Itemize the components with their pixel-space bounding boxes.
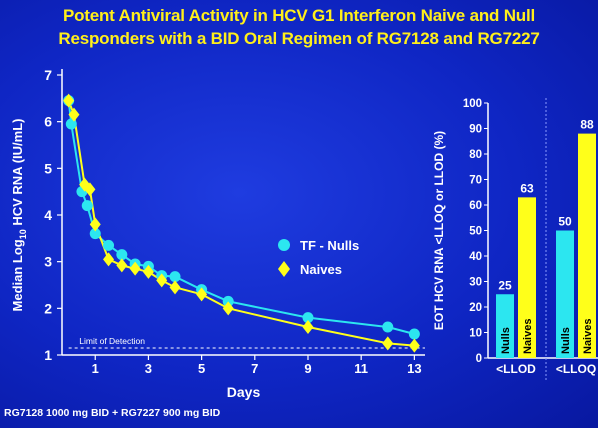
data-point-diamond xyxy=(169,280,181,295)
bar-y-tick-label: 0 xyxy=(476,353,482,365)
y-tick-label: 5 xyxy=(44,160,52,176)
bar xyxy=(518,197,536,358)
slide-title: Potent Antiviral Activity in HCV G1 Inte… xyxy=(0,4,598,50)
data-point-diamond xyxy=(142,264,154,279)
bar-value-label: 88 xyxy=(580,118,594,132)
legend-marker-circle xyxy=(278,239,290,251)
bar-y-tick-label: 30 xyxy=(469,277,482,289)
bar xyxy=(496,294,514,358)
legend-label: TF - Nulls xyxy=(300,238,359,253)
data-point-diamond xyxy=(196,287,208,302)
bar-name-label: Naives xyxy=(522,319,534,354)
data-point-diamond xyxy=(103,252,115,267)
y-axis-label: Median Log10 HCV RNA (IU/mL) xyxy=(10,119,28,312)
bar-y-tick-label: 70 xyxy=(469,175,482,187)
y-tick-label: 3 xyxy=(44,254,52,270)
series-line xyxy=(67,100,415,335)
data-point-circle xyxy=(382,321,394,333)
bar-y-tick-label: 20 xyxy=(469,302,482,314)
bar-y-tick-label: 80 xyxy=(469,149,482,161)
data-point-circle xyxy=(408,328,420,340)
x-tick-label: 11 xyxy=(354,361,368,376)
bar xyxy=(556,230,574,358)
bar-y-tick-label: 50 xyxy=(469,226,482,238)
y-tick-label: 2 xyxy=(44,300,52,316)
data-point-circle xyxy=(89,228,101,240)
bar-y-axis-label: EOT HCV RNA <LLOQ or LLOD (%) xyxy=(432,131,446,330)
x-tick-label: 1 xyxy=(92,361,99,376)
data-point-diamond xyxy=(84,182,96,197)
bar-name-label: Nulls xyxy=(560,327,572,354)
data-point-diamond xyxy=(89,217,101,232)
data-point-diamond xyxy=(116,258,128,273)
data-point-diamond xyxy=(382,336,394,351)
bar-y-tick-label: 10 xyxy=(469,328,482,340)
data-point-circle xyxy=(302,312,314,324)
data-point-diamond xyxy=(408,338,420,353)
bar-y-tick-label: 90 xyxy=(469,124,482,136)
data-point-diamond xyxy=(156,273,168,288)
y-tick-label: 4 xyxy=(44,207,52,223)
data-point-circle xyxy=(81,200,93,212)
data-point-diamond xyxy=(302,320,314,334)
data-point-diamond xyxy=(63,93,75,108)
x-tick-label: 7 xyxy=(251,361,258,376)
bar-group-label: <LLOD xyxy=(496,362,536,376)
x-tick-label: 3 xyxy=(145,361,152,376)
footnote: RG7128 1000 mg BID + RG7227 900 mg BID xyxy=(4,407,221,419)
data-point-circle xyxy=(169,271,181,283)
y-tick-label: 1 xyxy=(44,347,52,363)
bar-value-label: 25 xyxy=(498,278,512,292)
x-tick-label: 9 xyxy=(304,361,311,376)
bar-y-tick-label: 60 xyxy=(469,200,482,212)
data-point-circle xyxy=(103,239,115,251)
data-point-diamond xyxy=(68,107,80,122)
bar-name-label: Naives xyxy=(582,319,594,354)
slide-title-line-1: Potent Antiviral Activity in HCV G1 Inte… xyxy=(62,6,536,25)
legend-marker-diamond xyxy=(278,261,290,277)
bar-value-label: 63 xyxy=(520,181,534,195)
data-point-circle xyxy=(116,249,128,261)
data-point-diamond xyxy=(129,261,141,276)
slide-title-line-2: Responders with a BID Oral Regimen of RG… xyxy=(58,29,540,48)
legend-label: Naives xyxy=(300,262,342,277)
x-tick-label: 13 xyxy=(407,361,421,376)
y-tick-label: 6 xyxy=(44,114,52,130)
bar-y-tick-label: 40 xyxy=(469,251,482,263)
bar-group-label: <LLOQ xyxy=(556,362,596,376)
data-point-diamond xyxy=(222,301,234,316)
bar xyxy=(578,133,596,358)
y-tick-label: 7 xyxy=(44,67,52,83)
bar-value-label: 50 xyxy=(558,215,572,229)
x-tick-label: 5 xyxy=(198,361,205,376)
limit-of-detection-label: Limit of Detection xyxy=(79,336,145,346)
bar-y-tick-label: 100 xyxy=(463,98,482,110)
bar-name-label: Nulls xyxy=(500,327,512,354)
x-axis-label: Days xyxy=(227,384,261,400)
